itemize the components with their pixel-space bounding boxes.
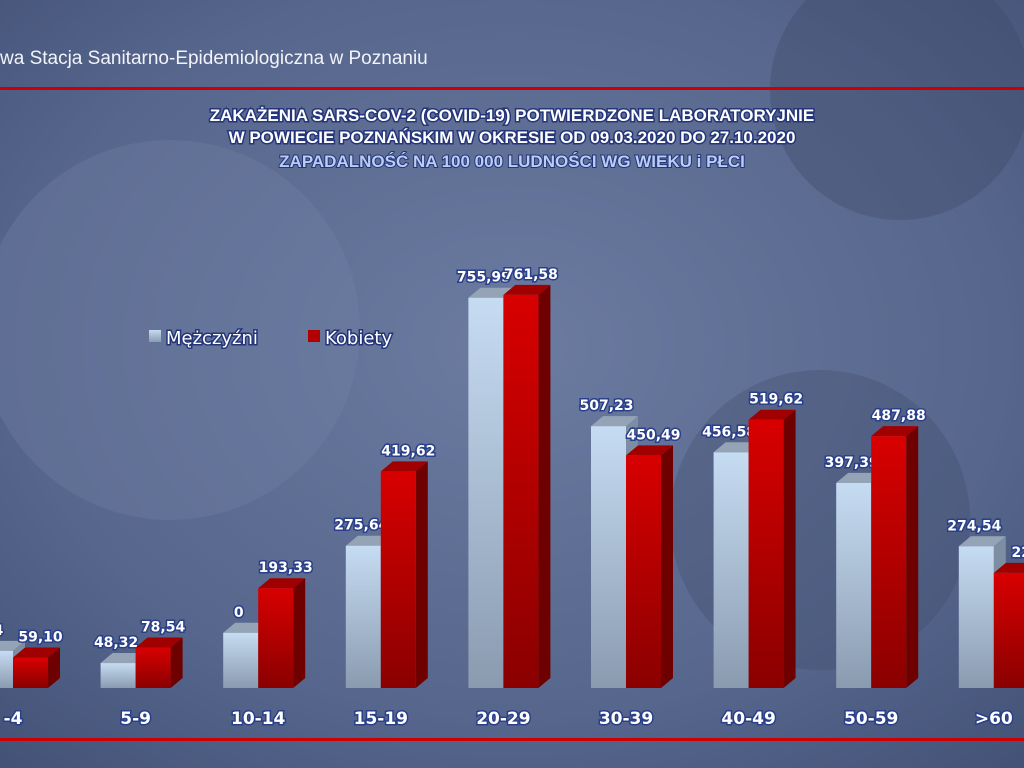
bar-front — [993, 572, 1024, 688]
bar-front — [100, 663, 136, 688]
bar-top — [13, 647, 60, 658]
bar-front — [503, 294, 539, 688]
virus-decoration — [770, 0, 1024, 220]
category-labels: -4 5-9 10-14 15-19 20-29 30-39 40-49 50-59 >60 — [2, 708, 1014, 731]
bar-top — [380, 461, 428, 472]
chart-title-line-1: ZAKAŻENIA SARS-COV-2 (COVID-19) POTWIERD… — [210, 106, 814, 125]
top-rule — [0, 87, 1024, 90]
category-label: 15-19 — [354, 709, 408, 729]
bar-top — [993, 562, 1024, 573]
bar-side — [293, 578, 306, 688]
data-label-men: 755,99 — [457, 270, 511, 286]
bar-top — [871, 426, 919, 437]
bar-side — [661, 445, 673, 688]
bar-women — [380, 461, 428, 688]
legend-swatch-women — [308, 330, 320, 342]
bar-front — [871, 436, 907, 688]
bar-women — [871, 426, 919, 688]
bar-top — [591, 416, 638, 427]
bar-side — [538, 284, 551, 688]
bar-side — [48, 647, 60, 688]
data-label-men: 48,32 — [94, 635, 138, 651]
legend-label-men: Mężczyźni — [166, 328, 258, 349]
data-label-men: 397,39 — [825, 455, 879, 471]
data-label-women: 761,58 — [504, 267, 558, 283]
legend: Mężczyźni Kobiety — [149, 327, 394, 351]
bar-front — [591, 426, 626, 688]
bar-top — [258, 578, 306, 589]
bar-top — [958, 536, 1006, 547]
bar-front — [135, 647, 171, 688]
data-label-women: 487,88 — [872, 408, 926, 424]
bar-front — [345, 545, 381, 688]
bar-women — [993, 562, 1024, 688]
organization-header: wa Stacja Sanitarno-Epidemiologiczna w P… — [0, 48, 428, 69]
bar-top — [0, 640, 25, 651]
bar-women — [626, 445, 673, 688]
category-label: 30-39 — [599, 709, 653, 729]
bar-top — [748, 409, 796, 420]
bar-front — [713, 452, 749, 688]
bar-front — [258, 588, 294, 688]
bar-front — [380, 471, 416, 688]
bar-top — [626, 445, 673, 456]
bar-front — [223, 632, 259, 688]
category-label: >60 — [975, 709, 1013, 729]
data-label-men: 275,64 — [334, 518, 388, 534]
category-label: 40-49 — [721, 709, 775, 729]
data-label-women: 193,33 — [259, 560, 313, 576]
data-label-men: 0 — [234, 605, 244, 621]
bar-top — [135, 637, 183, 648]
legend-label-women: Kobiety — [325, 328, 392, 349]
bar-side — [415, 461, 428, 688]
data-label-men: 74 — [0, 623, 3, 639]
data-label-men: 274,54 — [947, 518, 1001, 534]
bar-women — [135, 637, 183, 688]
chart-title-line-2: W POWIECIE POZNAŃSKIM W OKRESIE OD 09.03… — [229, 128, 796, 147]
data-label-women: 59,10 — [18, 629, 63, 645]
data-label-women: 78,54 — [141, 619, 186, 635]
legend-swatch-men — [149, 330, 161, 342]
chart-subtitle: ZAPADALNOŚĆ NA 100 000 LUDNOŚCI WG WIEKU… — [279, 152, 745, 171]
data-label-women: 22 — [1012, 545, 1024, 561]
data-label-women: 519,62 — [749, 392, 803, 408]
category-label: -4 — [4, 709, 23, 729]
bar-front — [626, 455, 661, 688]
data-label-men: 507,23 — [579, 398, 633, 414]
data-label-men: 456,58 — [702, 424, 756, 440]
bar-front — [836, 482, 872, 688]
bar-side — [170, 637, 183, 688]
bar-women — [258, 578, 306, 688]
bar-side — [906, 426, 919, 688]
bar-top — [503, 284, 551, 295]
bar-front — [748, 419, 784, 688]
bar-front — [13, 657, 48, 688]
category-label: 20-29 — [476, 709, 530, 729]
bar-women — [503, 284, 551, 688]
virus-decoration — [0, 140, 360, 520]
data-label-women: 419,62 — [381, 443, 435, 459]
bottom-rule — [0, 738, 1024, 741]
bar-front — [468, 297, 504, 688]
category-label: 10-14 — [231, 709, 286, 729]
data-label-women: 450,49 — [626, 427, 680, 443]
bar-women — [13, 647, 60, 688]
bar-women — [748, 409, 796, 688]
bar-side — [783, 409, 796, 688]
category-label: 50-59 — [844, 709, 898, 729]
bar-front — [958, 546, 994, 688]
category-label: 5-9 — [120, 709, 151, 729]
bar-front — [0, 650, 13, 688]
